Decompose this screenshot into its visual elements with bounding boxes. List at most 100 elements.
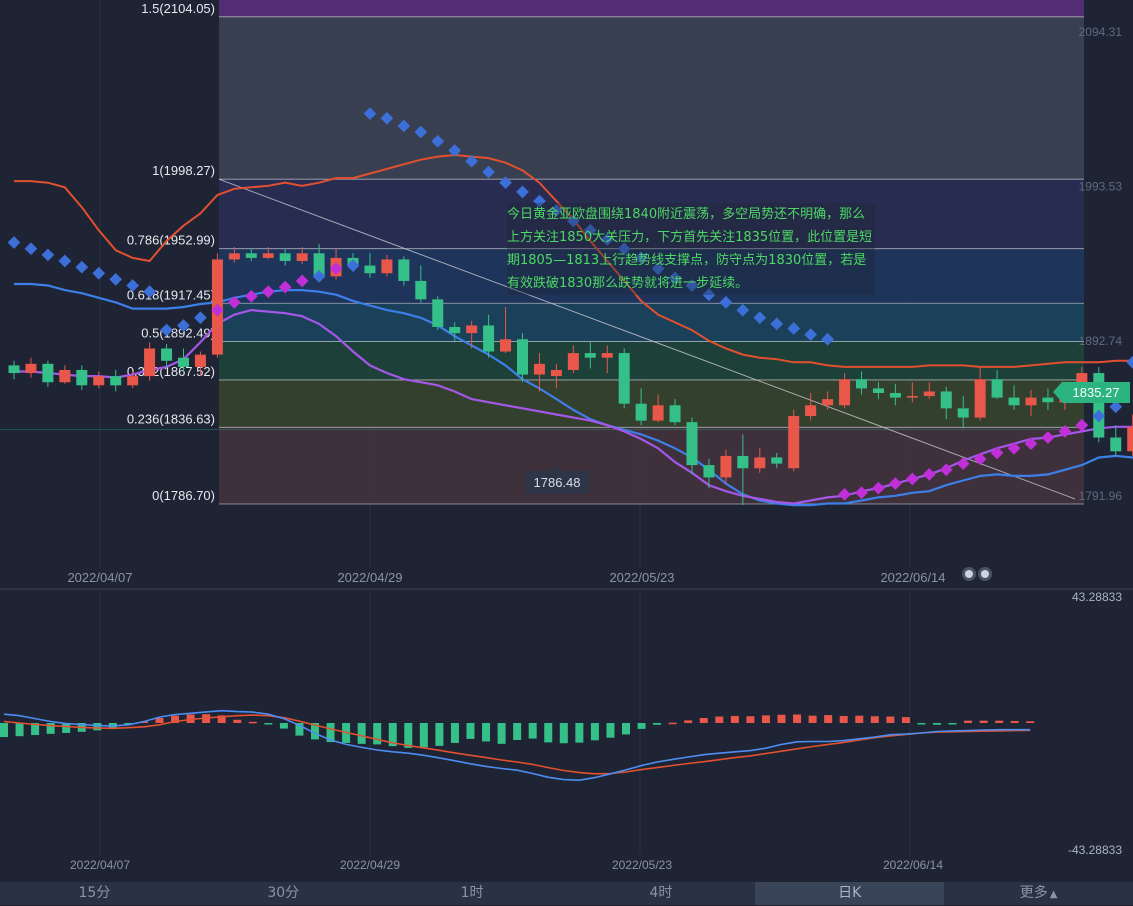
tab-1h[interactable]: 1时 xyxy=(460,885,484,901)
candle-body xyxy=(364,265,376,274)
macd-histogram-bar xyxy=(388,723,397,747)
macd-histogram-bar xyxy=(513,723,522,741)
candle-body xyxy=(584,353,596,358)
candle-body xyxy=(144,348,156,377)
candle-body xyxy=(59,369,71,383)
macd-histogram-bar xyxy=(466,723,475,739)
fib-level-label: 0(1786.70) xyxy=(152,488,215,503)
candle-body xyxy=(974,379,986,418)
candle-body xyxy=(822,399,834,406)
macd-histogram-bar xyxy=(855,715,864,723)
fib-band-top xyxy=(219,0,1084,17)
tab-more[interactable]: 更多 ▲ xyxy=(1019,885,1058,901)
candle-body xyxy=(788,416,800,469)
price-axis-tick: 1892.74 xyxy=(1079,334,1123,348)
candle-body xyxy=(652,405,664,421)
fib-level-label: 1(1998.27) xyxy=(152,163,215,178)
sar-point xyxy=(363,107,377,120)
candle-body xyxy=(618,353,630,404)
date-tick: 2022/05/23 xyxy=(609,570,674,585)
macd-histogram-bar xyxy=(419,723,428,748)
sar-point xyxy=(177,319,190,332)
toggle-icon[interactable] xyxy=(962,567,976,581)
sar-point xyxy=(329,262,343,276)
fib-level-label: 0.236(1836.63) xyxy=(127,411,215,426)
candle-body xyxy=(42,363,54,383)
candle-body xyxy=(245,253,257,258)
macd-histogram-bar xyxy=(62,723,71,733)
macd-histogram-bar xyxy=(326,723,335,743)
sar-point xyxy=(465,154,479,168)
candle-body xyxy=(398,259,410,281)
macd-histogram-bar xyxy=(482,723,491,742)
candle-body xyxy=(991,379,1003,398)
price-chart[interactable]: 1.5(2104.05) 1(1998.27) 0.786(1952.99) 0.61… xyxy=(0,0,1133,882)
sar-point xyxy=(278,280,292,294)
indicator-toggles xyxy=(962,567,992,581)
candle-body xyxy=(550,369,562,377)
sar-point xyxy=(143,285,156,299)
candle-body xyxy=(500,339,512,352)
macd-histogram-bar xyxy=(46,723,55,734)
sar-point xyxy=(7,236,21,249)
candle-body xyxy=(381,259,393,274)
candle-body xyxy=(93,376,105,386)
candle-body xyxy=(805,405,817,417)
candle-body xyxy=(737,455,749,469)
tab-4h[interactable]: 4时 xyxy=(649,885,673,901)
candle-body xyxy=(686,422,698,466)
candle-body xyxy=(703,465,715,478)
bollinger-lower xyxy=(14,308,1133,505)
low-price-label: 1786.48 xyxy=(525,465,589,494)
sar-point xyxy=(41,248,55,262)
macd-histogram-bar xyxy=(870,716,879,723)
macd-histogram-bar xyxy=(0,723,8,738)
sar-point xyxy=(261,285,275,299)
macd-histogram-bar xyxy=(544,723,553,743)
toggle-icon[interactable] xyxy=(978,567,992,581)
macd-histogram-bar xyxy=(171,715,180,723)
macd-histogram-bar xyxy=(979,720,988,723)
macd-histogram-bar xyxy=(15,723,24,737)
tab-15m[interactable]: 15分 xyxy=(78,885,111,901)
macd-histogram-bar xyxy=(264,723,273,725)
macd-histogram-bar xyxy=(450,723,459,743)
tab-daily[interactable]: 日K xyxy=(755,882,945,905)
macd-histogram-bar xyxy=(684,720,693,723)
timeframe-tabs: 15分 30分 1时 4时 日K 更多 ▲ xyxy=(0,882,1133,905)
candle-body xyxy=(449,326,461,334)
macd-axis-bottom: -43.28833 xyxy=(1068,843,1122,857)
price-axis-tick: 2094.31 xyxy=(1079,25,1123,39)
sar-point xyxy=(380,111,394,125)
sar-point xyxy=(58,254,72,268)
date-tick: 2022/04/29 xyxy=(340,858,400,872)
macd-histogram-bar xyxy=(824,715,833,723)
sar-point xyxy=(346,259,360,272)
sar-point xyxy=(431,134,445,148)
candle-body xyxy=(567,353,579,370)
sar-point xyxy=(24,242,38,256)
macd-histogram-bar xyxy=(746,716,755,723)
price-axis-tick: 1993.53 xyxy=(1079,179,1123,193)
macd-histogram-bar xyxy=(808,715,817,723)
macd-histogram-bar xyxy=(622,723,630,735)
macd-histogram-bar xyxy=(730,715,739,723)
macd-histogram-bar xyxy=(995,720,1004,723)
macd-dea-line xyxy=(3,714,1031,775)
sar-point xyxy=(397,119,411,133)
candle-body xyxy=(25,363,37,374)
candle-body xyxy=(635,403,647,421)
macd-histogram-bar xyxy=(699,718,708,723)
macd-histogram-bar xyxy=(295,723,304,736)
tab-30m[interactable]: 30分 xyxy=(267,885,300,901)
sar-point xyxy=(92,266,106,280)
candle-body xyxy=(76,369,88,386)
bollinger-upper xyxy=(14,153,1133,368)
caret-up-icon: ▲ xyxy=(1049,889,1058,900)
sar-point xyxy=(126,279,140,292)
macd-histogram-bar xyxy=(839,715,848,723)
macd-histogram-bar xyxy=(964,720,973,723)
macd-histogram-bar xyxy=(373,723,382,745)
candle-body xyxy=(110,376,122,386)
